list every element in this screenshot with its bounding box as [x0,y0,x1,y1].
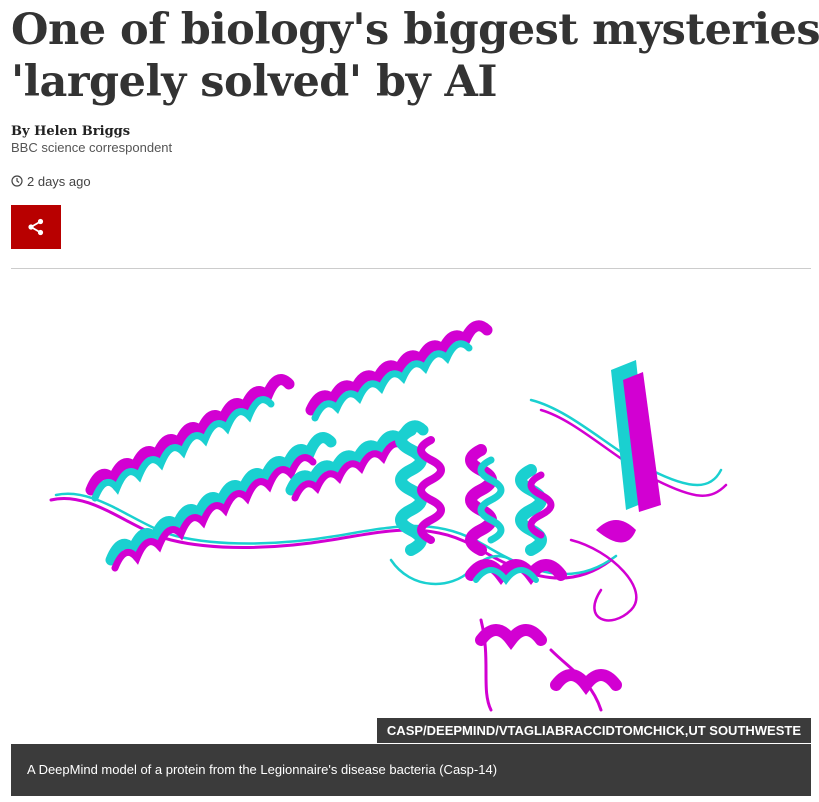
image-credit: CASP/DEEPMIND/VTAGLIABRACCIDTOMCHICK,UT … [376,718,811,743]
author-name: By Helen Briggs [11,124,131,139]
timestamp-text: 2 days ago [27,173,91,189]
protein-model-image [49,320,728,712]
author-role: BBC science correspondent [11,140,173,155]
article-header: One of biology's biggest mysteries 'larg… [11,0,819,249]
share-button[interactable] [11,205,61,249]
share-icon [28,218,44,236]
headline-line-2: 'largely solved' by AI [11,57,498,107]
headline: One of biology's biggest mysteries 'larg… [11,0,819,108]
article-figure: CASP/DEEPMIND/VTAGLIABRACCIDTOMCHICK,UT … [11,290,811,796]
headline-line-1: One of biology's biggest mysteries [11,5,819,55]
clock-icon [11,175,23,187]
header-divider [11,268,811,269]
byline: By Helen Briggs BBC science corresponden… [11,124,811,156]
timestamp: 2 days ago [11,173,811,189]
image-caption: A DeepMind model of a protein from the L… [11,744,811,796]
